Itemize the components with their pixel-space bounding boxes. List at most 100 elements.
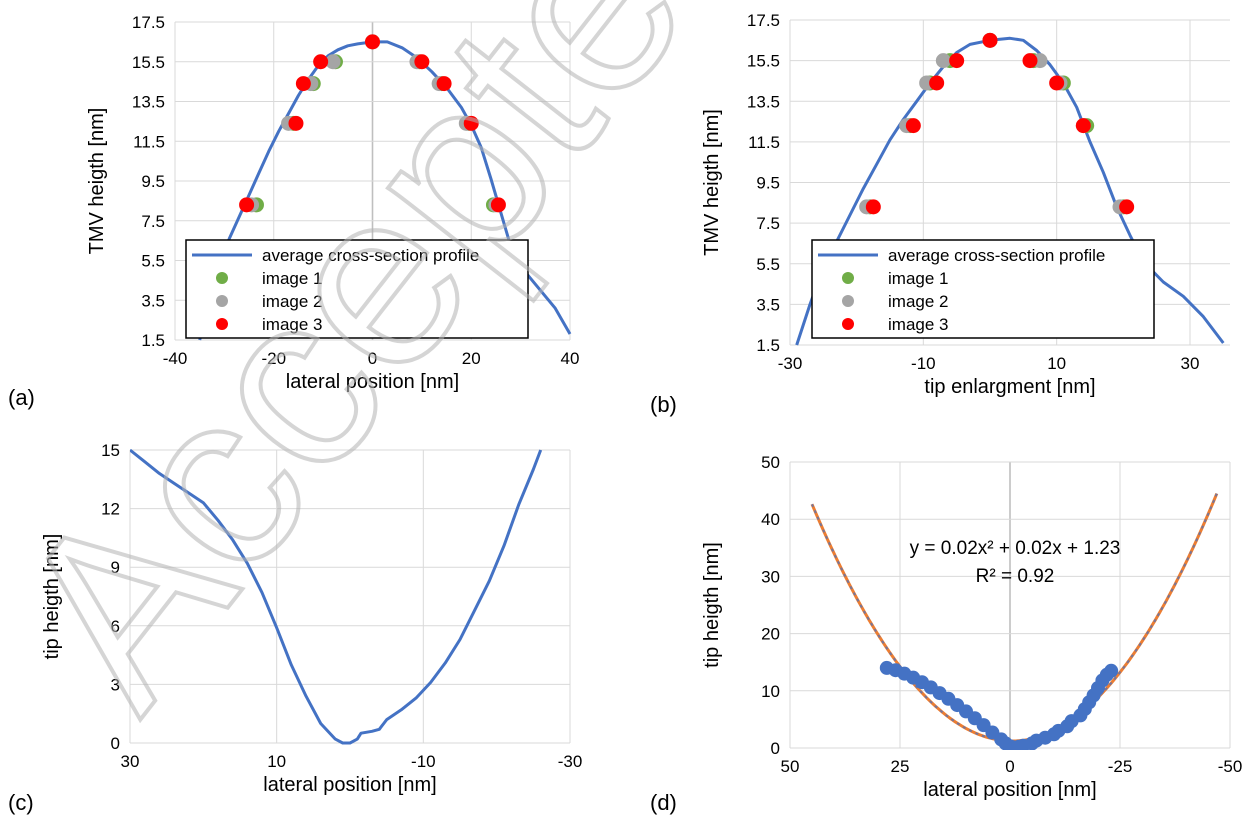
y-tick-label: 9.5 [141,172,165,191]
data-point [313,54,329,70]
x-tick-label: 30 [1181,354,1200,373]
data-point [865,199,881,215]
chart-panel-a: -40 -20 0 20 40 1.5 3.5 5.5 7.5 9.5 11.5 13.5 15.5 17… [8,13,579,410]
data-point [982,32,998,48]
legend: average cross-section profile image 1 imag… [185,239,529,339]
data-point [239,197,255,213]
legend-entry: image 3 [888,315,948,334]
fit-curve [810,493,1219,743]
panel-label: (c) [8,790,34,815]
data-point [288,115,304,131]
legend-entry: average cross-section profile [262,246,479,265]
data-point [905,118,921,134]
x-tick-label: 0 [1005,757,1014,776]
legend-entry: image 1 [888,269,948,288]
data-point [1049,75,1065,91]
plot-area [810,493,1219,750]
x-tick-label: -10 [911,354,936,373]
y-tick-label: 15.5 [747,52,780,71]
y-tick-label: 50 [761,453,780,472]
data-point [436,76,452,92]
x-tick-label: 25 [891,757,910,776]
plot-area [198,34,572,341]
y-tick-label: 9.5 [756,174,780,193]
y-tick-label: 17.5 [747,11,780,30]
legend-swatch-marker [216,272,228,284]
data-point [325,54,341,70]
data-point [1104,663,1119,678]
x-tick-label: 30 [121,752,140,771]
series-line [130,448,543,745]
data-point [949,53,965,69]
y-tick-label: 15.5 [132,53,165,72]
fit-equation-annotation: R² = 0.92 [976,566,1055,587]
x-tick-label: 10 [1047,354,1066,373]
y-tick-label: 0 [111,734,120,753]
panel-label: (b) [650,392,677,417]
y-tick-label: 11.5 [748,133,780,152]
x-tick-label: -40 [163,349,188,368]
data-point [463,115,479,131]
legend-entry: image 3 [262,315,322,334]
y-tick-label: 10 [761,682,780,701]
y-tick-label: 1.5 [141,331,165,350]
y-tick-label: 6 [111,617,120,636]
y-tick-label: 0 [771,739,780,758]
legend-entry: image 2 [888,292,948,311]
y-tick-label: 13.5 [132,93,165,112]
x-axis-title: tip enlargment [nm] [924,376,1095,398]
y-tick-label: 7.5 [756,214,780,233]
chart-panel-d: 50 25 0 -25 -50 0 10 20 30 40 50 lateral position [… [650,453,1242,815]
y-tick-label: 5.5 [141,252,165,271]
y-tick-label: 11.5 [133,132,165,151]
x-axis-title: lateral position [nm] [286,371,459,393]
y-tick-label: 12 [101,500,120,519]
x-tick-label: 20 [462,349,481,368]
x-tick-label: -30 [778,354,803,373]
y-tick-label: 13.5 [747,92,780,111]
data-point [1119,199,1135,215]
x-tick-label: -25 [1108,757,1133,776]
data-point [490,197,506,213]
legend-entry: image 2 [262,292,322,311]
data-point [1075,118,1091,134]
chart-panel-b: -30 -10 10 30 1.5 3.5 5.5 7.5 9.5 11.5 13.5 15.5 17.… [650,11,1230,417]
x-tick-label: -20 [261,349,286,368]
x-tick-label: 0 [368,349,377,368]
data-point [935,53,951,69]
x-axis-title: lateral position [nm] [923,779,1096,801]
y-axis-title: tip heigth [nm] [41,534,63,660]
x-tick-label: -50 [1218,757,1243,776]
y-tick-label: 5.5 [756,255,780,274]
panel-label: (a) [8,385,35,410]
legend-swatch-marker [216,318,228,330]
y-axis-title: TMV heigth [nm] [701,109,723,256]
panel-label: (d) [650,790,677,815]
plot-area [130,448,543,745]
y-axis-title: tip heigth [nm] [701,542,723,668]
fit-equation-annotation: y = 0.02x² + 0.02x + 1.23 [910,538,1121,559]
chart-panel-c: 30 10 -10 -30 0 3 6 9 12 15 lateral position [nm] t… [8,441,582,815]
data-point [1022,53,1038,69]
legend-entry: average cross-section profile [888,246,1105,265]
legend: average cross-section profile image 1 imag… [811,239,1155,339]
legend-entry: image 1 [262,269,322,288]
x-tick-label: -30 [558,752,583,771]
y-tick-label: 7.5 [141,212,165,231]
y-tick-label: 17.5 [132,13,165,32]
y-axis-title: TMV heigth [nm] [86,108,108,255]
x-tick-label: 10 [267,752,286,771]
x-tick-label: 50 [781,757,800,776]
legend-swatch-marker [842,295,854,307]
y-tick-label: 30 [761,567,780,586]
y-tick-label: 1.5 [756,336,780,355]
y-tick-label: 3.5 [141,291,165,310]
data-point [414,54,430,70]
fit-trendline [811,493,1218,742]
y-tick-label: 20 [761,625,780,644]
x-tick-label: 40 [561,349,580,368]
y-tick-label: 3 [111,675,120,694]
y-tick-label: 9 [111,558,120,577]
y-tick-label: 3.5 [756,295,780,314]
